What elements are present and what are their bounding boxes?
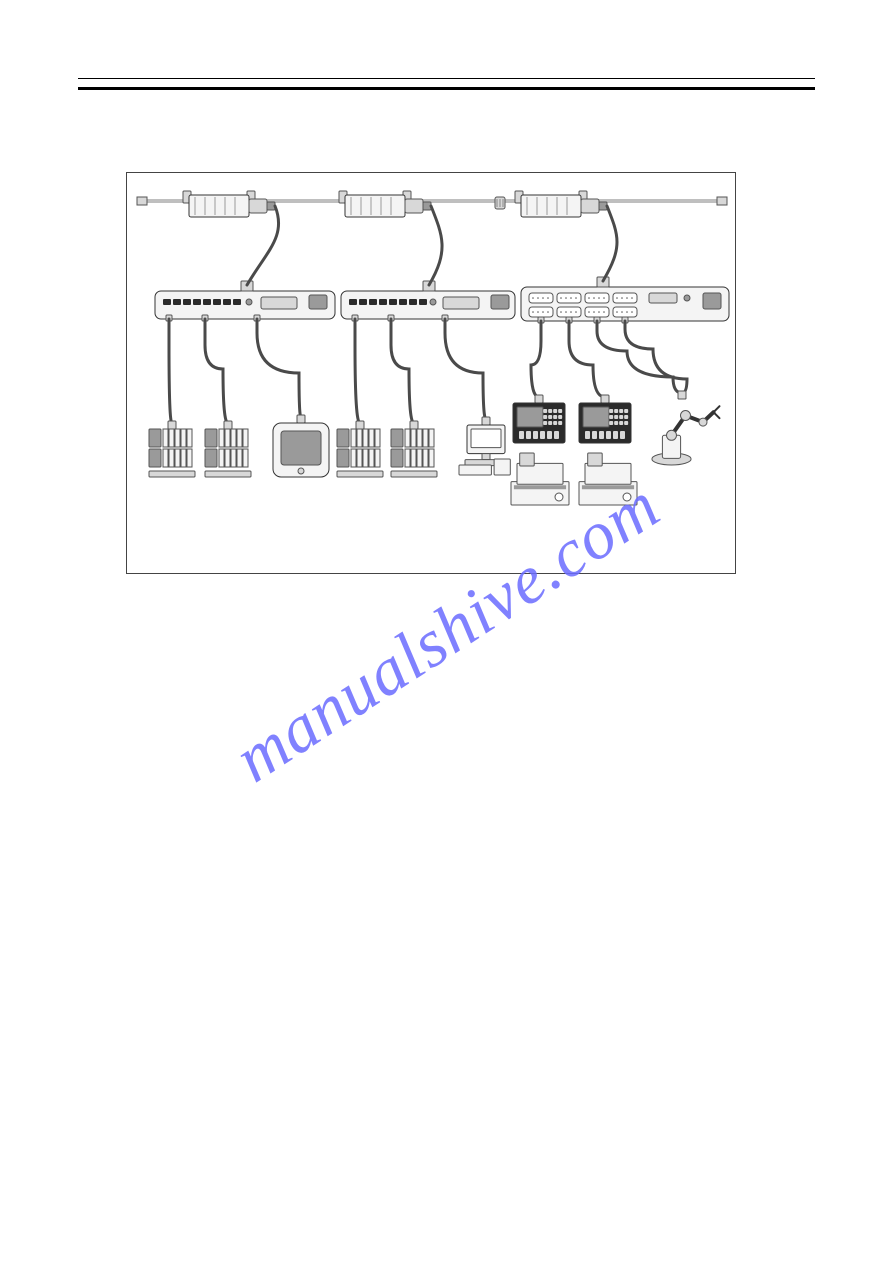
switch-c [521, 277, 729, 323]
plc-rack-b1 [337, 429, 383, 477]
tap-module [183, 191, 275, 217]
topology-diagram [127, 173, 737, 575]
figure-frame [126, 172, 736, 574]
industrial-pc [459, 425, 510, 475]
rule-thin [78, 78, 815, 79]
switch-b [341, 281, 515, 321]
page: manualshive.com [0, 0, 893, 1263]
hmi-panel-a [273, 423, 329, 477]
rule-thick [78, 87, 815, 90]
robot-arm [652, 406, 720, 465]
cnc-panel-2 [579, 403, 631, 443]
plc-rack-b2 [391, 429, 437, 477]
plc-rack-a1 [149, 429, 195, 477]
cnc-machine-2 [579, 453, 637, 505]
cnc-panel-1 [513, 403, 565, 443]
tap-module [339, 191, 431, 217]
switch-a [155, 281, 335, 321]
cnc-machine-1 [511, 453, 569, 505]
plc-rack-a2 [205, 429, 251, 477]
tap-module [515, 191, 607, 217]
